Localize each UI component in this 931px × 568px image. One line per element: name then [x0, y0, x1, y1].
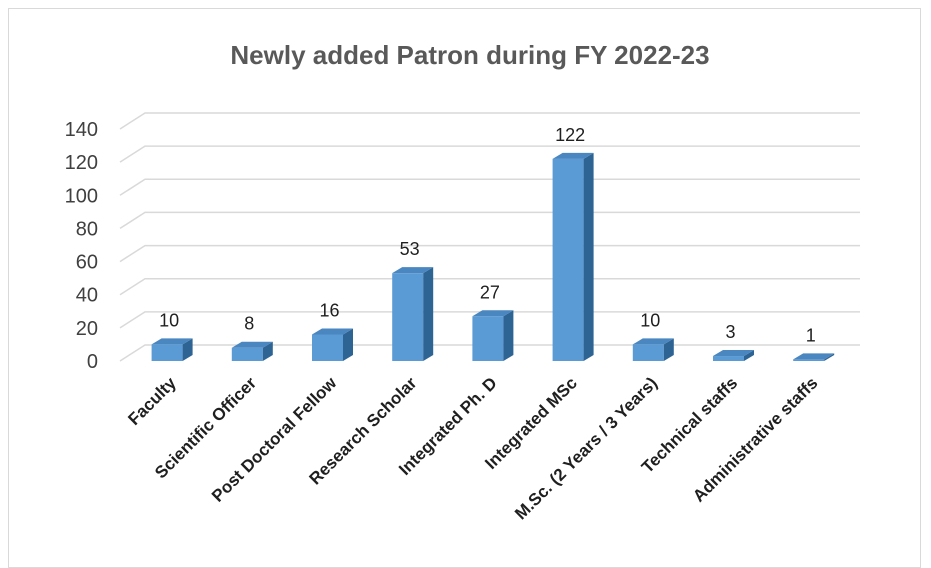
data-label: 10 [640, 310, 660, 330]
data-label: 27 [480, 282, 500, 302]
data-label: 1 [806, 325, 816, 345]
gridline [119, 311, 860, 329]
bar [392, 267, 434, 361]
data-labels: 10 8 16 53 27 122 10 3 1 [159, 125, 816, 346]
data-label: 3 [725, 322, 735, 342]
bar [713, 350, 754, 361]
bar [793, 353, 835, 361]
gridline [119, 211, 860, 230]
data-label: 8 [244, 314, 254, 334]
category-label: M.Sc. (2 Years / 3 Years) [511, 373, 661, 523]
y-tick-label: 40 [76, 285, 98, 307]
y-tick-label: 0 [87, 351, 98, 373]
gridline [119, 178, 860, 196]
gridline [119, 244, 860, 263]
gridline [119, 344, 860, 362]
bar [231, 341, 273, 361]
bar [552, 152, 594, 361]
data-label: 16 [319, 300, 339, 320]
data-label: 53 [400, 239, 420, 259]
data-label: 122 [555, 125, 585, 145]
bars [151, 152, 835, 361]
gridline [119, 145, 860, 163]
chart-title: Newly added Patron during FY 2022-23 [230, 40, 709, 70]
category-label: Faculty [124, 373, 180, 429]
bar [151, 338, 193, 361]
y-tick-label: 60 [76, 252, 98, 274]
gridline [119, 112, 860, 130]
bar [472, 310, 514, 361]
bar [312, 328, 353, 361]
data-label: 10 [159, 310, 179, 330]
gridlines [119, 112, 860, 362]
bar [632, 338, 674, 361]
y-tick-label: 20 [76, 318, 98, 340]
y-tick-label: 140 [65, 119, 98, 141]
y-tick-label: 120 [65, 152, 98, 174]
y-axis-ticks: 0 20 40 60 80 100 120 140 [65, 119, 98, 373]
y-tick-label: 100 [65, 185, 98, 207]
chart-frame [8, 8, 921, 568]
gridline [119, 277, 860, 296]
y-tick-label: 80 [76, 218, 98, 240]
